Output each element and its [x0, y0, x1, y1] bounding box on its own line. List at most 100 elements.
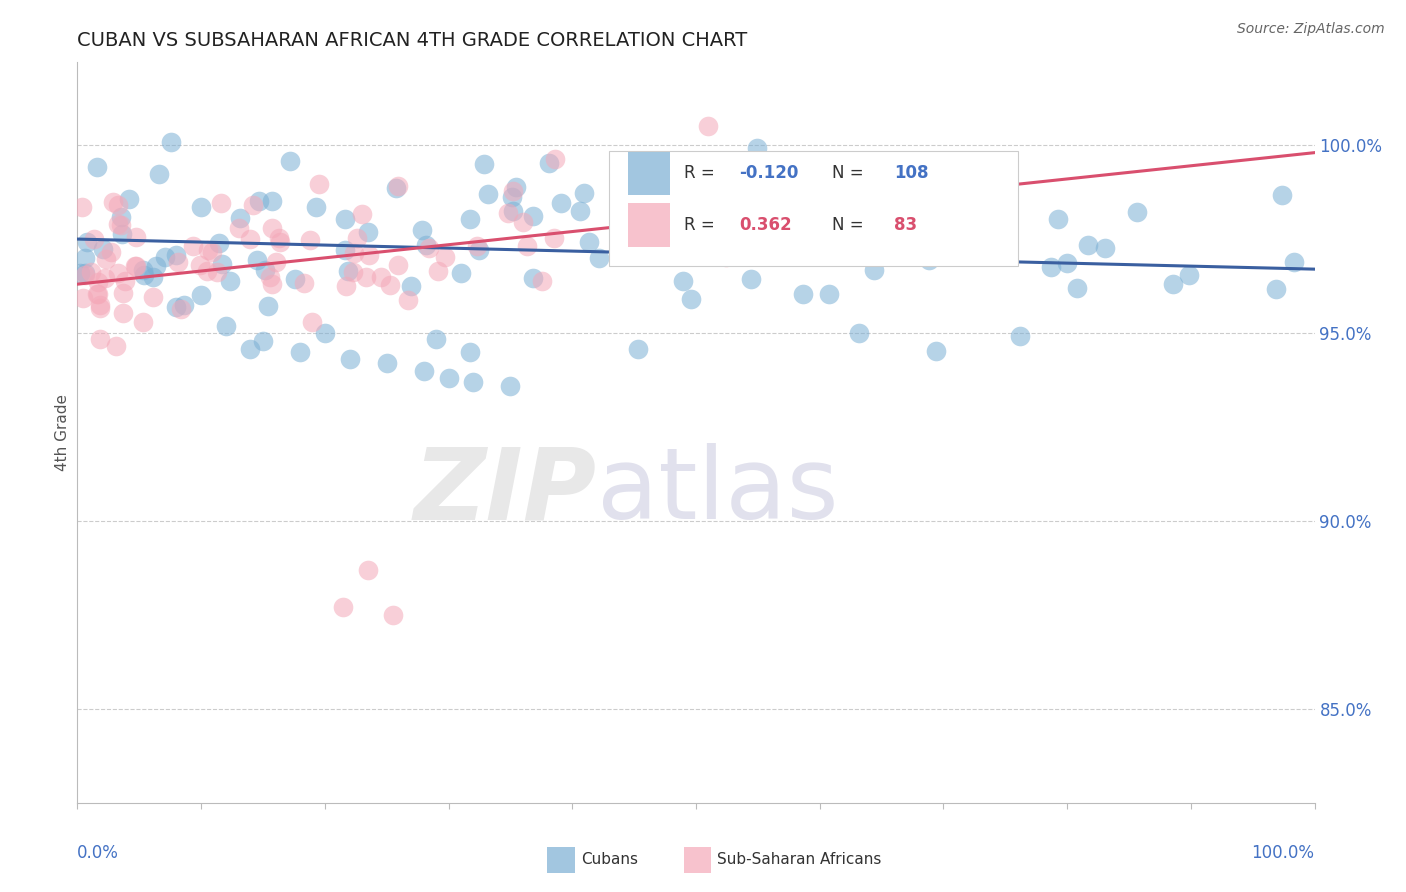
Text: R =: R = — [683, 164, 720, 183]
Point — [262, 220, 284, 235]
Point — [153, 250, 176, 264]
Point — [538, 156, 561, 170]
Point — [314, 326, 336, 340]
Point — [650, 235, 672, 250]
Point — [679, 292, 702, 306]
Point — [89, 332, 111, 346]
Point — [1264, 282, 1286, 296]
Point — [107, 266, 129, 280]
Point — [107, 198, 129, 212]
Point — [654, 212, 676, 227]
Point — [201, 244, 224, 259]
Point — [450, 266, 472, 280]
Point — [166, 255, 188, 269]
Point — [437, 371, 460, 385]
Point — [1094, 241, 1116, 255]
Point — [246, 253, 269, 268]
FancyBboxPatch shape — [609, 152, 1018, 266]
Point — [697, 120, 720, 134]
Point — [512, 214, 534, 228]
Point — [354, 269, 377, 284]
Point — [710, 183, 733, 197]
Point — [124, 259, 146, 273]
Point — [165, 248, 187, 262]
Text: Source: ZipAtlas.com: Source: ZipAtlas.com — [1237, 22, 1385, 37]
Text: CUBAN VS SUBSAHARAN AFRICAN 4TH GRADE CORRELATION CHART: CUBAN VS SUBSAHARAN AFRICAN 4TH GRADE CO… — [77, 30, 748, 50]
Point — [170, 301, 193, 316]
FancyBboxPatch shape — [547, 847, 575, 873]
Point — [460, 345, 482, 359]
Point — [1010, 329, 1032, 343]
Point — [465, 239, 488, 253]
Point — [215, 318, 238, 333]
Point — [502, 203, 524, 218]
Point — [1282, 255, 1305, 269]
Point — [208, 235, 231, 250]
Point — [228, 220, 250, 235]
Point — [94, 270, 117, 285]
Point — [745, 141, 768, 155]
Point — [627, 342, 650, 356]
Point — [1161, 277, 1184, 292]
Point — [544, 152, 567, 166]
Point — [305, 200, 328, 214]
Point — [148, 167, 170, 181]
Point — [572, 186, 595, 200]
Point — [350, 207, 373, 221]
Point — [346, 231, 368, 245]
Point — [426, 264, 449, 278]
Point — [387, 179, 409, 194]
Point — [114, 274, 136, 288]
Point — [132, 315, 155, 329]
Point — [717, 209, 740, 223]
Point — [288, 344, 311, 359]
FancyBboxPatch shape — [628, 152, 671, 195]
Point — [742, 159, 765, 173]
Text: 108: 108 — [894, 164, 928, 183]
Point — [112, 306, 135, 320]
Text: Sub-Saharan Africans: Sub-Saharan Africans — [717, 853, 882, 867]
Point — [342, 264, 364, 278]
Point — [425, 332, 447, 346]
Point — [638, 206, 661, 220]
Point — [808, 157, 831, 171]
Point — [284, 272, 307, 286]
Point — [1126, 205, 1149, 219]
Point — [181, 239, 204, 253]
Point — [253, 263, 276, 277]
Point — [384, 181, 406, 195]
Point — [239, 232, 262, 246]
Point — [792, 286, 814, 301]
Point — [190, 200, 212, 214]
Point — [543, 231, 565, 245]
Point — [411, 223, 433, 237]
Point — [125, 229, 148, 244]
Point — [259, 270, 281, 285]
Point — [917, 253, 939, 268]
Point — [912, 232, 935, 246]
Point — [522, 270, 544, 285]
Point — [105, 339, 128, 353]
Point — [531, 274, 554, 288]
Point — [370, 269, 392, 284]
Point — [588, 251, 610, 265]
Y-axis label: 4th Grade: 4th Grade — [55, 394, 70, 471]
Point — [211, 257, 233, 271]
Point — [401, 278, 423, 293]
Point — [83, 232, 105, 246]
Text: 0.362: 0.362 — [740, 217, 792, 235]
Point — [800, 230, 823, 244]
FancyBboxPatch shape — [628, 203, 671, 247]
Point — [337, 264, 360, 278]
Text: ZIP: ZIP — [413, 443, 598, 541]
Point — [375, 356, 398, 370]
Point — [257, 299, 280, 313]
Point — [262, 277, 284, 291]
Point — [218, 274, 240, 288]
Point — [672, 274, 695, 288]
Point — [87, 276, 110, 290]
Point — [477, 187, 499, 202]
Point — [229, 211, 252, 226]
Point — [132, 263, 155, 277]
Point — [924, 344, 946, 359]
